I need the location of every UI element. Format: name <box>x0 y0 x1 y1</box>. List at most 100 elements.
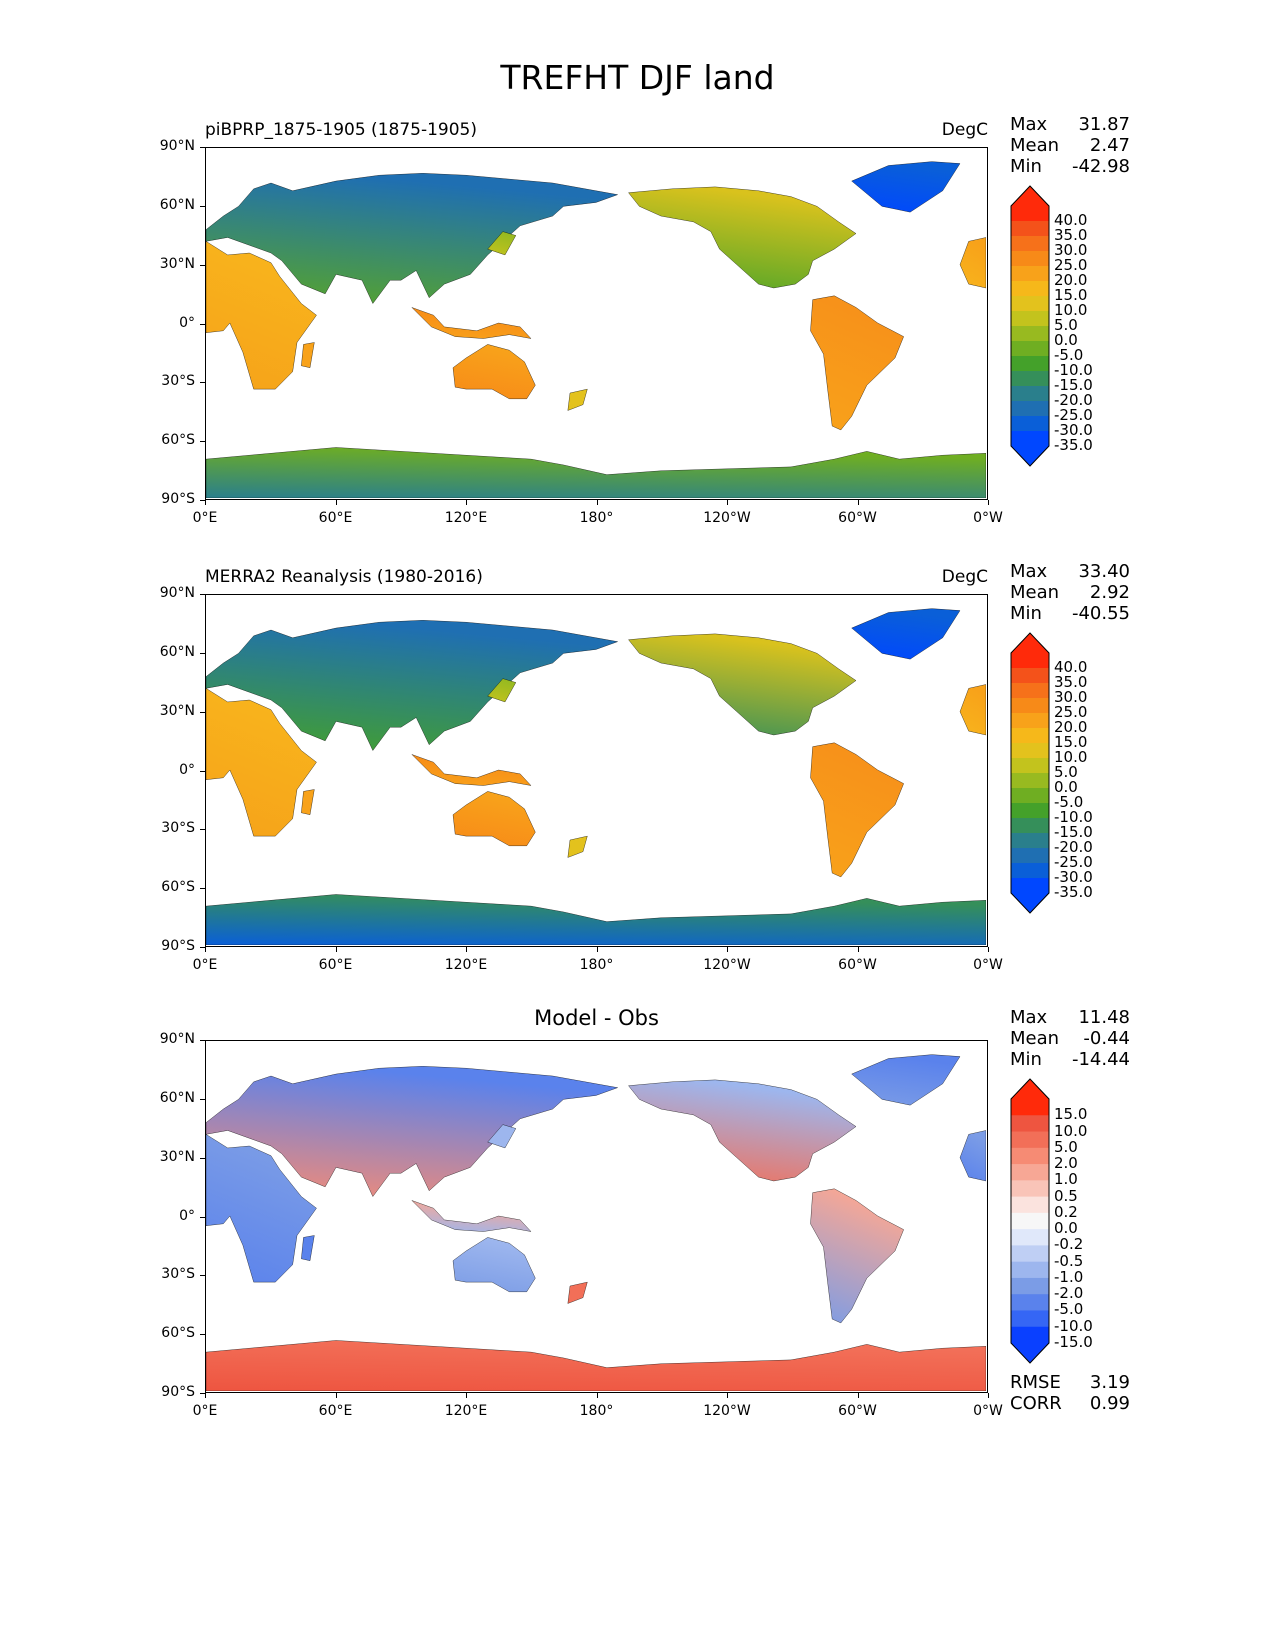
colorbar-extend-min <box>1011 446 1049 466</box>
stat-corr-value: 0.99 <box>1089 1393 1130 1414</box>
land-antarctica <box>206 447 986 498</box>
lon-tick <box>727 947 728 952</box>
colorbar-segment <box>1011 311 1049 327</box>
colorbar-segment <box>1011 758 1049 774</box>
stat-max-label: Max <box>1010 1007 1048 1028</box>
colorbar-label: -20.0 <box>1054 838 1093 856</box>
colorbar-segment <box>1011 728 1049 744</box>
lat-label: 0° <box>179 761 195 778</box>
lat-tick <box>200 652 205 654</box>
colorbar-label: 40.0 <box>1054 658 1088 676</box>
colorbar-segment <box>1011 788 1049 804</box>
lat-tick <box>200 947 205 948</box>
land-northamerica <box>629 1080 857 1181</box>
colorbar-segment <box>1011 1212 1049 1230</box>
land-africa <box>206 1134 317 1282</box>
colorbar-segment <box>1011 251 1049 267</box>
stat-max-value: 11.48 <box>1078 1007 1130 1028</box>
lat-tick <box>200 888 205 890</box>
colorbar-label: 15.0 <box>1054 733 1088 751</box>
lat-tick <box>200 382 205 384</box>
colorbar-label: -25.0 <box>1054 406 1093 424</box>
colorbar-segment <box>1011 743 1049 759</box>
colorbar-segment <box>1011 401 1049 417</box>
land-newzealand <box>568 836 588 857</box>
lon-label: 0°E <box>192 957 218 973</box>
colorbar-label: 0.2 <box>1054 1202 1078 1221</box>
colorbar-label: -15.0 <box>1054 376 1093 394</box>
lon-label: 0°W <box>973 957 1003 973</box>
stat-min-label: Min <box>1010 603 1042 624</box>
colorbar-segment <box>1011 296 1049 312</box>
colorbar-segment <box>1011 698 1049 714</box>
lon-label: 60°W <box>838 1403 877 1419</box>
lat-label: 90°N <box>159 138 195 154</box>
land-indonesia <box>412 1200 531 1231</box>
colorbar-segment <box>1011 1229 1049 1246</box>
lat-tick <box>200 1334 205 1336</box>
lat-label: 30°S <box>161 373 195 390</box>
stat-rmse-value: 3.19 <box>1089 1372 1130 1393</box>
colorbar-label: -2.0 <box>1054 1284 1084 1303</box>
colorbar-label: 35.0 <box>1054 673 1088 691</box>
lat-label: 60°S <box>161 432 195 449</box>
lat-tick <box>200 1393 205 1394</box>
colorbar-label: 20.0 <box>1054 271 1088 289</box>
colorbar-extend-min <box>1011 893 1049 913</box>
lat-tick <box>200 205 205 207</box>
lon-tick <box>988 500 989 505</box>
colorbar-label: 30.0 <box>1054 688 1088 706</box>
lon-label: 120°E <box>444 957 488 973</box>
colorbar-label: 25.0 <box>1054 256 1088 274</box>
lat-label: 30°N <box>159 255 195 272</box>
land-japan <box>488 679 516 702</box>
lon-tick <box>727 1393 728 1398</box>
colorbar-segment <box>1011 356 1049 372</box>
land-greenland <box>852 162 960 213</box>
colorbar-label: 15.0 <box>1054 286 1088 304</box>
colorbar <box>1010 1078 1050 1364</box>
lon-label: 0°E <box>192 1403 218 1419</box>
land-greenland <box>852 609 960 660</box>
lat-label: 90°N <box>159 1031 195 1047</box>
land-westafrica_wrap <box>960 237 986 288</box>
lon-tick <box>205 500 206 505</box>
land-australia <box>453 1237 535 1291</box>
land-newzealand <box>568 389 588 410</box>
colorbar-label: -10.0 <box>1054 361 1093 379</box>
colorbar-extend-max <box>1011 633 1049 653</box>
lon-tick <box>335 500 337 505</box>
colorbar-segment <box>1011 818 1049 834</box>
lon-label: 60°E <box>318 510 353 526</box>
colorbar-segment <box>1011 386 1049 402</box>
colorbar-label: 5.0 <box>1054 1137 1078 1156</box>
colorbar-segment <box>1011 803 1049 819</box>
colorbar-label: 15.0 <box>1054 1105 1088 1124</box>
colorbar-segment <box>1011 416 1049 432</box>
colorbar-segment <box>1011 1310 1049 1328</box>
colorbar-label: -30.0 <box>1054 421 1093 439</box>
colorbar-segment <box>1011 1115 1049 1133</box>
lat-tick <box>200 1040 205 1041</box>
colorbar-label: -30.0 <box>1054 868 1093 886</box>
land-madagascar <box>301 789 314 814</box>
lat-tick <box>200 1157 205 1159</box>
lat-tick <box>200 500 205 501</box>
lat-label: 0° <box>179 1207 195 1224</box>
colorbar-label: 10.0 <box>1054 301 1088 319</box>
lon-tick <box>857 500 859 505</box>
panel-title: Model - Obs <box>534 1006 659 1030</box>
colorbar-label: -0.2 <box>1054 1235 1084 1254</box>
colorbar-label: -5.0 <box>1054 1300 1084 1319</box>
lon-tick <box>596 947 598 952</box>
lon-label: 0°W <box>973 510 1003 526</box>
colorbar-label: -15.0 <box>1054 823 1093 841</box>
colorbar-segment <box>1011 206 1049 222</box>
lon-label: 60°E <box>318 957 353 973</box>
stat-mean-label: Mean <box>1010 582 1060 603</box>
colorbar-segment <box>1011 833 1049 849</box>
panel-title: MERRA2 Reanalysis (1980-2016) <box>205 567 483 587</box>
stat-mean-value: 2.47 <box>1089 135 1130 156</box>
colorbar-label: -15.0 <box>1054 1333 1093 1351</box>
colorbar-segment <box>1011 1147 1049 1165</box>
